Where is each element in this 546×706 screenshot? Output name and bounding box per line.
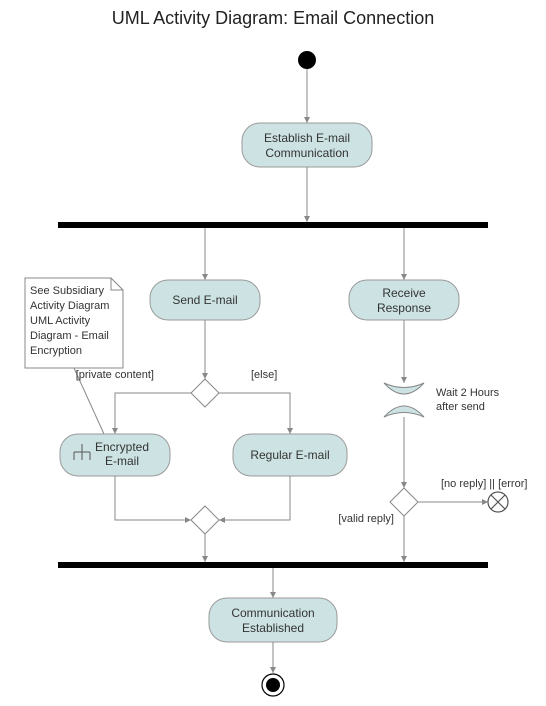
diagram-title: UML Activity Diagram: Email Connection xyxy=(112,8,434,28)
flow-final-node xyxy=(488,492,508,512)
wait-label-2: after send xyxy=(436,401,485,413)
node-establish: Establish E-mail Communication xyxy=(242,123,372,167)
edge-encrypted-merge xyxy=(115,476,191,520)
svg-text:Receive: Receive xyxy=(382,286,426,300)
svg-text:UML Activity: UML Activity xyxy=(30,315,91,327)
svg-text:Diagram - Email: Diagram - Email xyxy=(30,330,109,342)
edge-regular-merge xyxy=(219,476,290,520)
svg-text:See Subsidiary: See Subsidiary xyxy=(30,285,104,297)
svg-text:Encryption: Encryption xyxy=(30,345,82,357)
svg-text:E-mail: E-mail xyxy=(105,454,139,468)
svg-text:Established: Established xyxy=(242,621,304,635)
guard-valid-reply: [valid reply] xyxy=(338,513,394,525)
node-encrypted-email: Encrypted E-mail xyxy=(60,434,170,476)
svg-text:Activity Diagram: Activity Diagram xyxy=(30,300,109,312)
initial-node xyxy=(298,51,316,69)
svg-text:Encrypted: Encrypted xyxy=(95,440,149,454)
svg-text:Send E-mail: Send E-mail xyxy=(172,293,237,307)
join-bar xyxy=(58,562,488,568)
svg-text:Establish E-mail: Establish E-mail xyxy=(264,131,350,145)
node-send-email: Send E-mail xyxy=(150,280,260,320)
guard-else: [else] xyxy=(251,369,277,381)
wait-label-1: Wait 2 Hours xyxy=(436,387,500,399)
svg-text:Regular E-mail: Regular E-mail xyxy=(250,448,329,462)
node-regular-email: Regular E-mail xyxy=(233,434,347,476)
edge-decision-encrypted xyxy=(115,393,191,434)
svg-text:Response: Response xyxy=(377,301,431,315)
node-communication-established: Communication Established xyxy=(209,598,337,642)
guard-private-content: [private content] xyxy=(76,369,154,381)
fork-bar xyxy=(58,222,488,228)
guard-no-reply: [no reply] || [error] xyxy=(441,478,527,490)
svg-text:Communication: Communication xyxy=(265,146,348,160)
merge-node xyxy=(191,506,219,534)
timer-wait xyxy=(384,383,424,417)
decision-content-type xyxy=(191,379,219,407)
edge-decision-regular xyxy=(219,393,290,434)
decision-reply xyxy=(390,488,418,516)
node-receive-response: Receive Response xyxy=(349,280,459,320)
svg-text:Communication: Communication xyxy=(231,606,314,620)
note-subsidiary: See Subsidiary Activity Diagram UML Acti… xyxy=(25,278,123,368)
final-node xyxy=(262,674,284,696)
